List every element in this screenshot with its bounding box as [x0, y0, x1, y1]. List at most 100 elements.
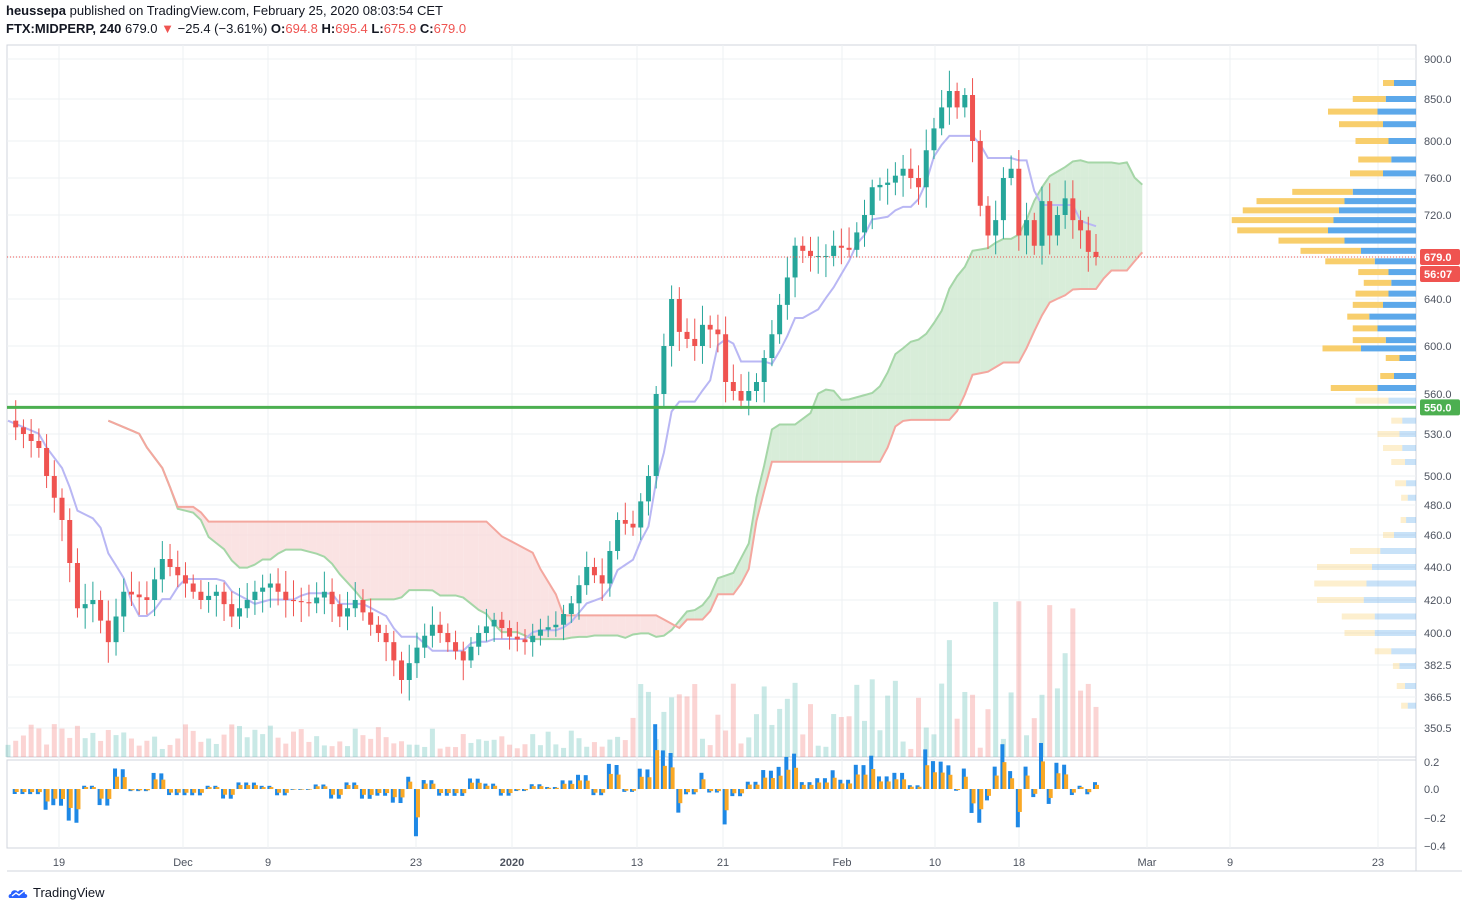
cloud-segment: [478, 521, 487, 614]
candle-body: [360, 600, 366, 613]
oscillator-bar-secondary: [693, 789, 698, 793]
cloud-segment: [324, 521, 333, 564]
volume-bar: [939, 683, 945, 757]
brand-name: TradingView: [33, 885, 105, 900]
oscillator-bar-secondary: [1064, 774, 1069, 789]
oscillator-bar-secondary: [801, 784, 806, 789]
oscillator-bar-secondary: [145, 789, 150, 791]
oscillator-bar-secondary: [925, 765, 930, 789]
candle-body: [144, 597, 150, 600]
oscillator-bar-secondary: [1071, 789, 1076, 793]
vp-down-bar: [1377, 431, 1400, 437]
oscillator-bar-secondary: [122, 777, 127, 789]
cloud-segment: [1126, 162, 1135, 271]
volume-bar: [1016, 601, 1022, 757]
oscillator-bar-secondary: [740, 789, 745, 794]
candle-body: [970, 95, 976, 141]
oscillator-bar-secondary: [431, 783, 436, 789]
volume-bar: [777, 708, 783, 757]
cloud-segment: [1080, 160, 1089, 289]
candle-body: [399, 660, 405, 680]
oscillator-bar-secondary: [755, 784, 760, 789]
oscillator-bar-secondary: [45, 789, 50, 802]
cloud-segment: [470, 521, 479, 610]
cloud-segment: [193, 506, 201, 521]
candle-body: [321, 591, 327, 598]
vp-up-bar: [1374, 258, 1416, 265]
vp-down-bar: [1292, 188, 1353, 195]
volume-bar: [337, 741, 343, 757]
cloud-segment: [717, 575, 726, 595]
volume-bar: [391, 743, 397, 757]
cloud-segment: [301, 521, 309, 552]
volume-bars: [5, 601, 1099, 757]
oscillator-bar-secondary: [408, 781, 413, 789]
price-tick-label: 600.0: [1424, 341, 1452, 353]
vp-up-bar: [1406, 517, 1416, 523]
candle-body: [429, 624, 435, 636]
cloud-segment: [239, 521, 248, 568]
oscillator-bar-secondary: [269, 787, 274, 789]
candle-body: [908, 168, 914, 178]
cloud-segment: [910, 339, 919, 420]
cloud-segment: [270, 521, 279, 560]
footer-brand[interactable]: TradingView: [8, 885, 105, 900]
cloud-segment: [825, 389, 834, 462]
oscillator-bar-secondary: [963, 776, 968, 789]
volume-bar: [962, 691, 968, 757]
volume-bar: [360, 735, 366, 757]
vp-down-bar: [1383, 445, 1403, 451]
candle-body: [74, 563, 80, 609]
cloud-segment: [987, 242, 996, 372]
oscillator-bar-secondary: [547, 787, 552, 789]
oscillator-bar-secondary: [940, 772, 945, 789]
oscillator-bar-secondary: [554, 787, 559, 789]
oscillator-bar-secondary: [400, 789, 405, 798]
candle-body: [291, 600, 297, 602]
candle-body: [916, 178, 922, 188]
candle-body: [553, 624, 559, 628]
cloud-segment: [401, 521, 410, 598]
cloud-segment: [548, 581, 556, 640]
cloud-segment: [864, 392, 873, 462]
candle-body: [815, 255, 821, 257]
vp-up-bar: [1407, 702, 1416, 709]
volume-bar: [862, 720, 868, 757]
volume-bar: [252, 729, 258, 757]
vp-up-bar: [1383, 121, 1416, 128]
volume-bar: [669, 697, 675, 757]
oscillator-bar-secondary: [14, 789, 19, 792]
cloud-segment: [1065, 161, 1073, 296]
vp-down-bar: [1383, 532, 1394, 538]
oscillator-bar-secondary: [346, 785, 351, 789]
close-label: C:: [419, 21, 434, 36]
vp-up-bar: [1333, 217, 1416, 224]
cloud-segment: [1041, 176, 1050, 316]
author-name[interactable]: heussepa: [6, 3, 66, 18]
vp-down-bar: [1363, 279, 1392, 286]
volume-bar: [985, 709, 991, 757]
candle-body: [576, 585, 582, 604]
vp-down-bar: [1314, 580, 1367, 587]
vp-down-bar: [1355, 290, 1389, 297]
volume-bar: [175, 738, 181, 757]
oscillator-bar-secondary: [770, 778, 775, 789]
candle-body: [121, 591, 127, 617]
oscillator-bar-secondary: [1033, 789, 1038, 794]
candle-body: [128, 591, 134, 595]
vp-up-bar: [1407, 494, 1416, 501]
candle-body: [283, 591, 289, 600]
volume-bar: [468, 742, 474, 757]
vp-down-bar: [1344, 630, 1375, 636]
candle-body: [622, 520, 628, 524]
cloud-segment: [872, 386, 880, 462]
vp-up-bar: [1385, 337, 1416, 344]
symbol-label[interactable]: FTX:MIDPERP, 240: [6, 21, 122, 36]
oscillator-bar-secondary: [1048, 789, 1053, 798]
volume-bar: [113, 735, 119, 757]
oscillator-tick-label: −0.2: [1424, 813, 1446, 825]
cloud-segment: [856, 395, 865, 462]
volume-bar: [769, 724, 775, 757]
oscillator-bar-secondary: [115, 776, 120, 789]
